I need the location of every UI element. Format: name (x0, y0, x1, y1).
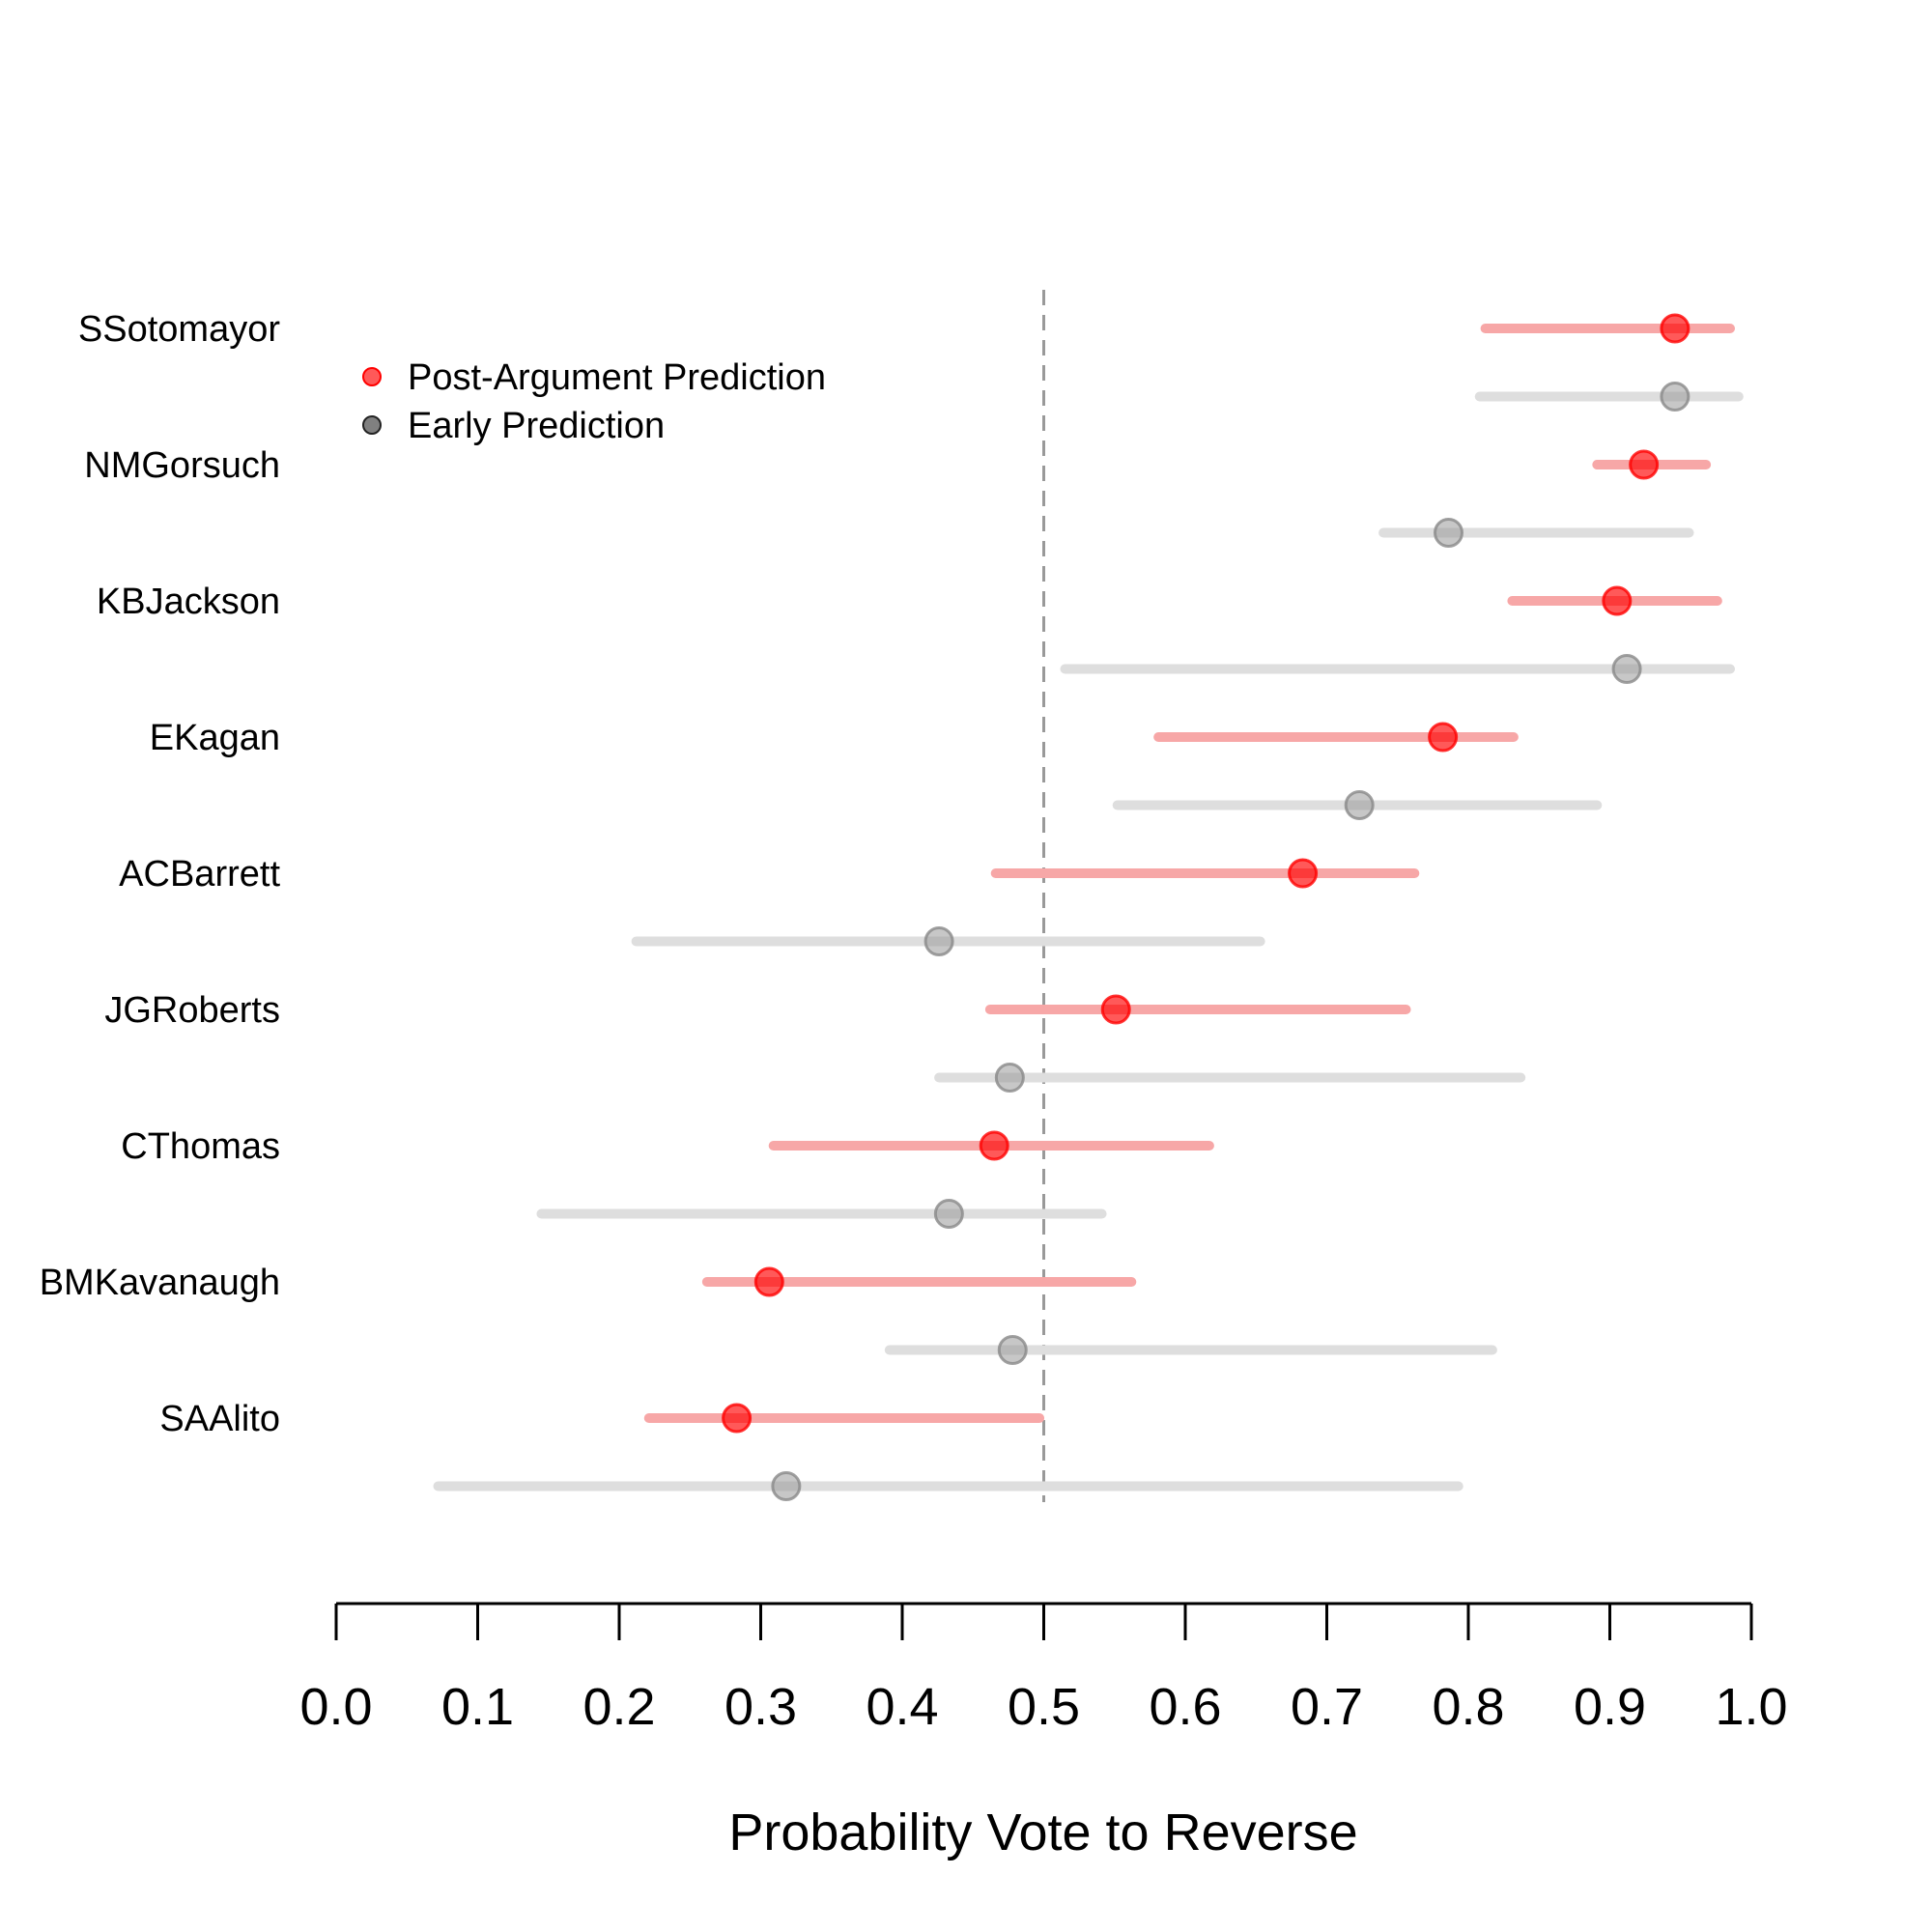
justice-label: EKagan (150, 718, 280, 758)
legend-marker (362, 415, 382, 435)
early-point (771, 1471, 802, 1501)
x-tick-label: 1.0 (1715, 1678, 1787, 1736)
justice-label: JGRoberts (104, 990, 280, 1031)
legend-label: Early Prediction (408, 406, 665, 446)
early-point (1660, 382, 1690, 412)
justice-label: SSotomayor (78, 309, 280, 350)
early-point (1433, 518, 1463, 548)
point-group (722, 313, 1690, 1501)
early-point (997, 1335, 1028, 1365)
x-axis: 0.0 0.1 0.2 0.3 0.4 0.5 0.6 0.7 0.8 0.9 1.0 (299, 1602, 1788, 1736)
early-point (923, 926, 954, 956)
justice-label: BMKavanaugh (40, 1263, 280, 1303)
x-tick-label: 0.4 (866, 1678, 938, 1736)
x-tick-label: 0.3 (724, 1678, 797, 1736)
x-tick-label: 0.5 (1008, 1678, 1080, 1736)
justice-label: SAAlito (159, 1399, 280, 1439)
early-point (994, 1063, 1025, 1093)
x-axis-title: Probability Vote to Reverse (728, 1804, 1357, 1861)
x-tick-label: 0.8 (1432, 1678, 1504, 1736)
post-point (1288, 858, 1319, 889)
x-tick-label: 0.1 (441, 1678, 514, 1736)
post-point (753, 1266, 784, 1297)
justice-label: ACBarrett (119, 854, 280, 895)
x-tick-label: 0.9 (1574, 1678, 1646, 1736)
justice-label: NMGorsuch (84, 445, 280, 486)
early-point (933, 1199, 964, 1229)
legend: Post-Argument Prediction Early Prediction (362, 357, 826, 446)
justice-label-group: SSotomayor NMGorsuch KBJackson EKagan ACBarr… (40, 309, 281, 1439)
post-point (979, 1130, 1009, 1161)
justice-label: CThomas (121, 1126, 280, 1167)
post-point (1602, 585, 1633, 616)
justice-label: KBJackson (97, 582, 280, 622)
x-tick-label: 0.6 (1149, 1678, 1221, 1736)
x-tick-label: 0.2 (582, 1678, 655, 1736)
post-point (1660, 313, 1690, 344)
post-point (1100, 994, 1131, 1025)
early-point (1611, 654, 1642, 684)
interval-group (433, 324, 1744, 1492)
post-point (722, 1403, 753, 1434)
x-tick-label: 0.0 (299, 1678, 372, 1736)
early-point (1344, 790, 1375, 820)
post-point (1428, 722, 1459, 753)
x-tick-label: 0.7 (1291, 1678, 1363, 1736)
post-point (1629, 449, 1660, 480)
legend-label: Post-Argument Prediction (408, 357, 826, 398)
legend-marker (362, 367, 382, 386)
